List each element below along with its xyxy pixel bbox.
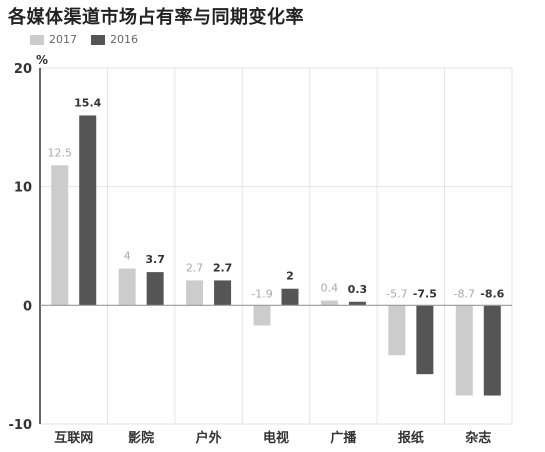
- data-label-2016: 0.3: [348, 283, 368, 296]
- x-tick-label: 电视: [263, 430, 289, 446]
- data-label-2017: 12.5: [47, 146, 72, 159]
- y-tick-label: -10: [9, 418, 33, 433]
- data-label-2016: 3.7: [145, 253, 165, 266]
- data-label-2017: 0.4: [321, 282, 339, 295]
- legend-swatch-2017: [30, 34, 44, 45]
- bar-2016: [483, 305, 501, 396]
- x-tick-label: 互联网: [54, 431, 93, 446]
- bar-2016: [79, 115, 97, 306]
- x-tick-label: 杂志: [465, 430, 491, 446]
- bar-2016: [281, 288, 299, 306]
- bar-2016: [146, 272, 164, 306]
- legend-swatch-2016: [91, 34, 105, 45]
- bar-2017: [320, 300, 338, 306]
- x-tick-label: 影院: [128, 430, 154, 446]
- data-label-2016: -7.5: [413, 287, 437, 300]
- bar-2017: [455, 305, 473, 396]
- data-label-2017: 2.7: [186, 261, 204, 274]
- bar-2017: [118, 268, 136, 306]
- x-tick-label: 广播: [330, 430, 357, 446]
- bar-2017: [51, 165, 69, 306]
- bar-2016: [214, 280, 232, 306]
- y-tick-label: 20: [14, 62, 32, 77]
- bar-2016: [416, 305, 434, 375]
- data-label-2017: 4: [124, 250, 131, 263]
- y-axis-unit: %: [36, 53, 48, 67]
- y-tick-label: 10: [14, 181, 32, 196]
- legend-label-2017: 2017: [49, 33, 77, 46]
- y-tick-label: 0: [23, 299, 32, 314]
- bar-2017: [388, 305, 406, 356]
- x-tick-label: 户外: [196, 430, 222, 446]
- bar-2017: [186, 280, 204, 306]
- bar-2017: [253, 305, 271, 326]
- bar-2016: [348, 301, 366, 306]
- legend-label-2016: 2016: [110, 33, 138, 46]
- data-label-2016: 2.7: [213, 261, 233, 274]
- legend-item-2016: 2016: [91, 33, 138, 46]
- legend: 2017 2016: [30, 33, 152, 46]
- data-label-2016: 2: [286, 270, 294, 283]
- x-tick-label: 报纸: [398, 430, 424, 446]
- chart-title: 各媒体渠道市场占有率与同期变化率: [8, 7, 304, 28]
- data-label-2016: 15.4: [74, 96, 101, 109]
- data-label-2017: -8.7: [454, 287, 475, 300]
- data-label-2016: -8.6: [480, 287, 504, 300]
- data-label-2017: -1.9: [251, 287, 272, 300]
- data-label-2017: -5.7: [386, 287, 407, 300]
- legend-item-2017: 2017: [30, 33, 77, 46]
